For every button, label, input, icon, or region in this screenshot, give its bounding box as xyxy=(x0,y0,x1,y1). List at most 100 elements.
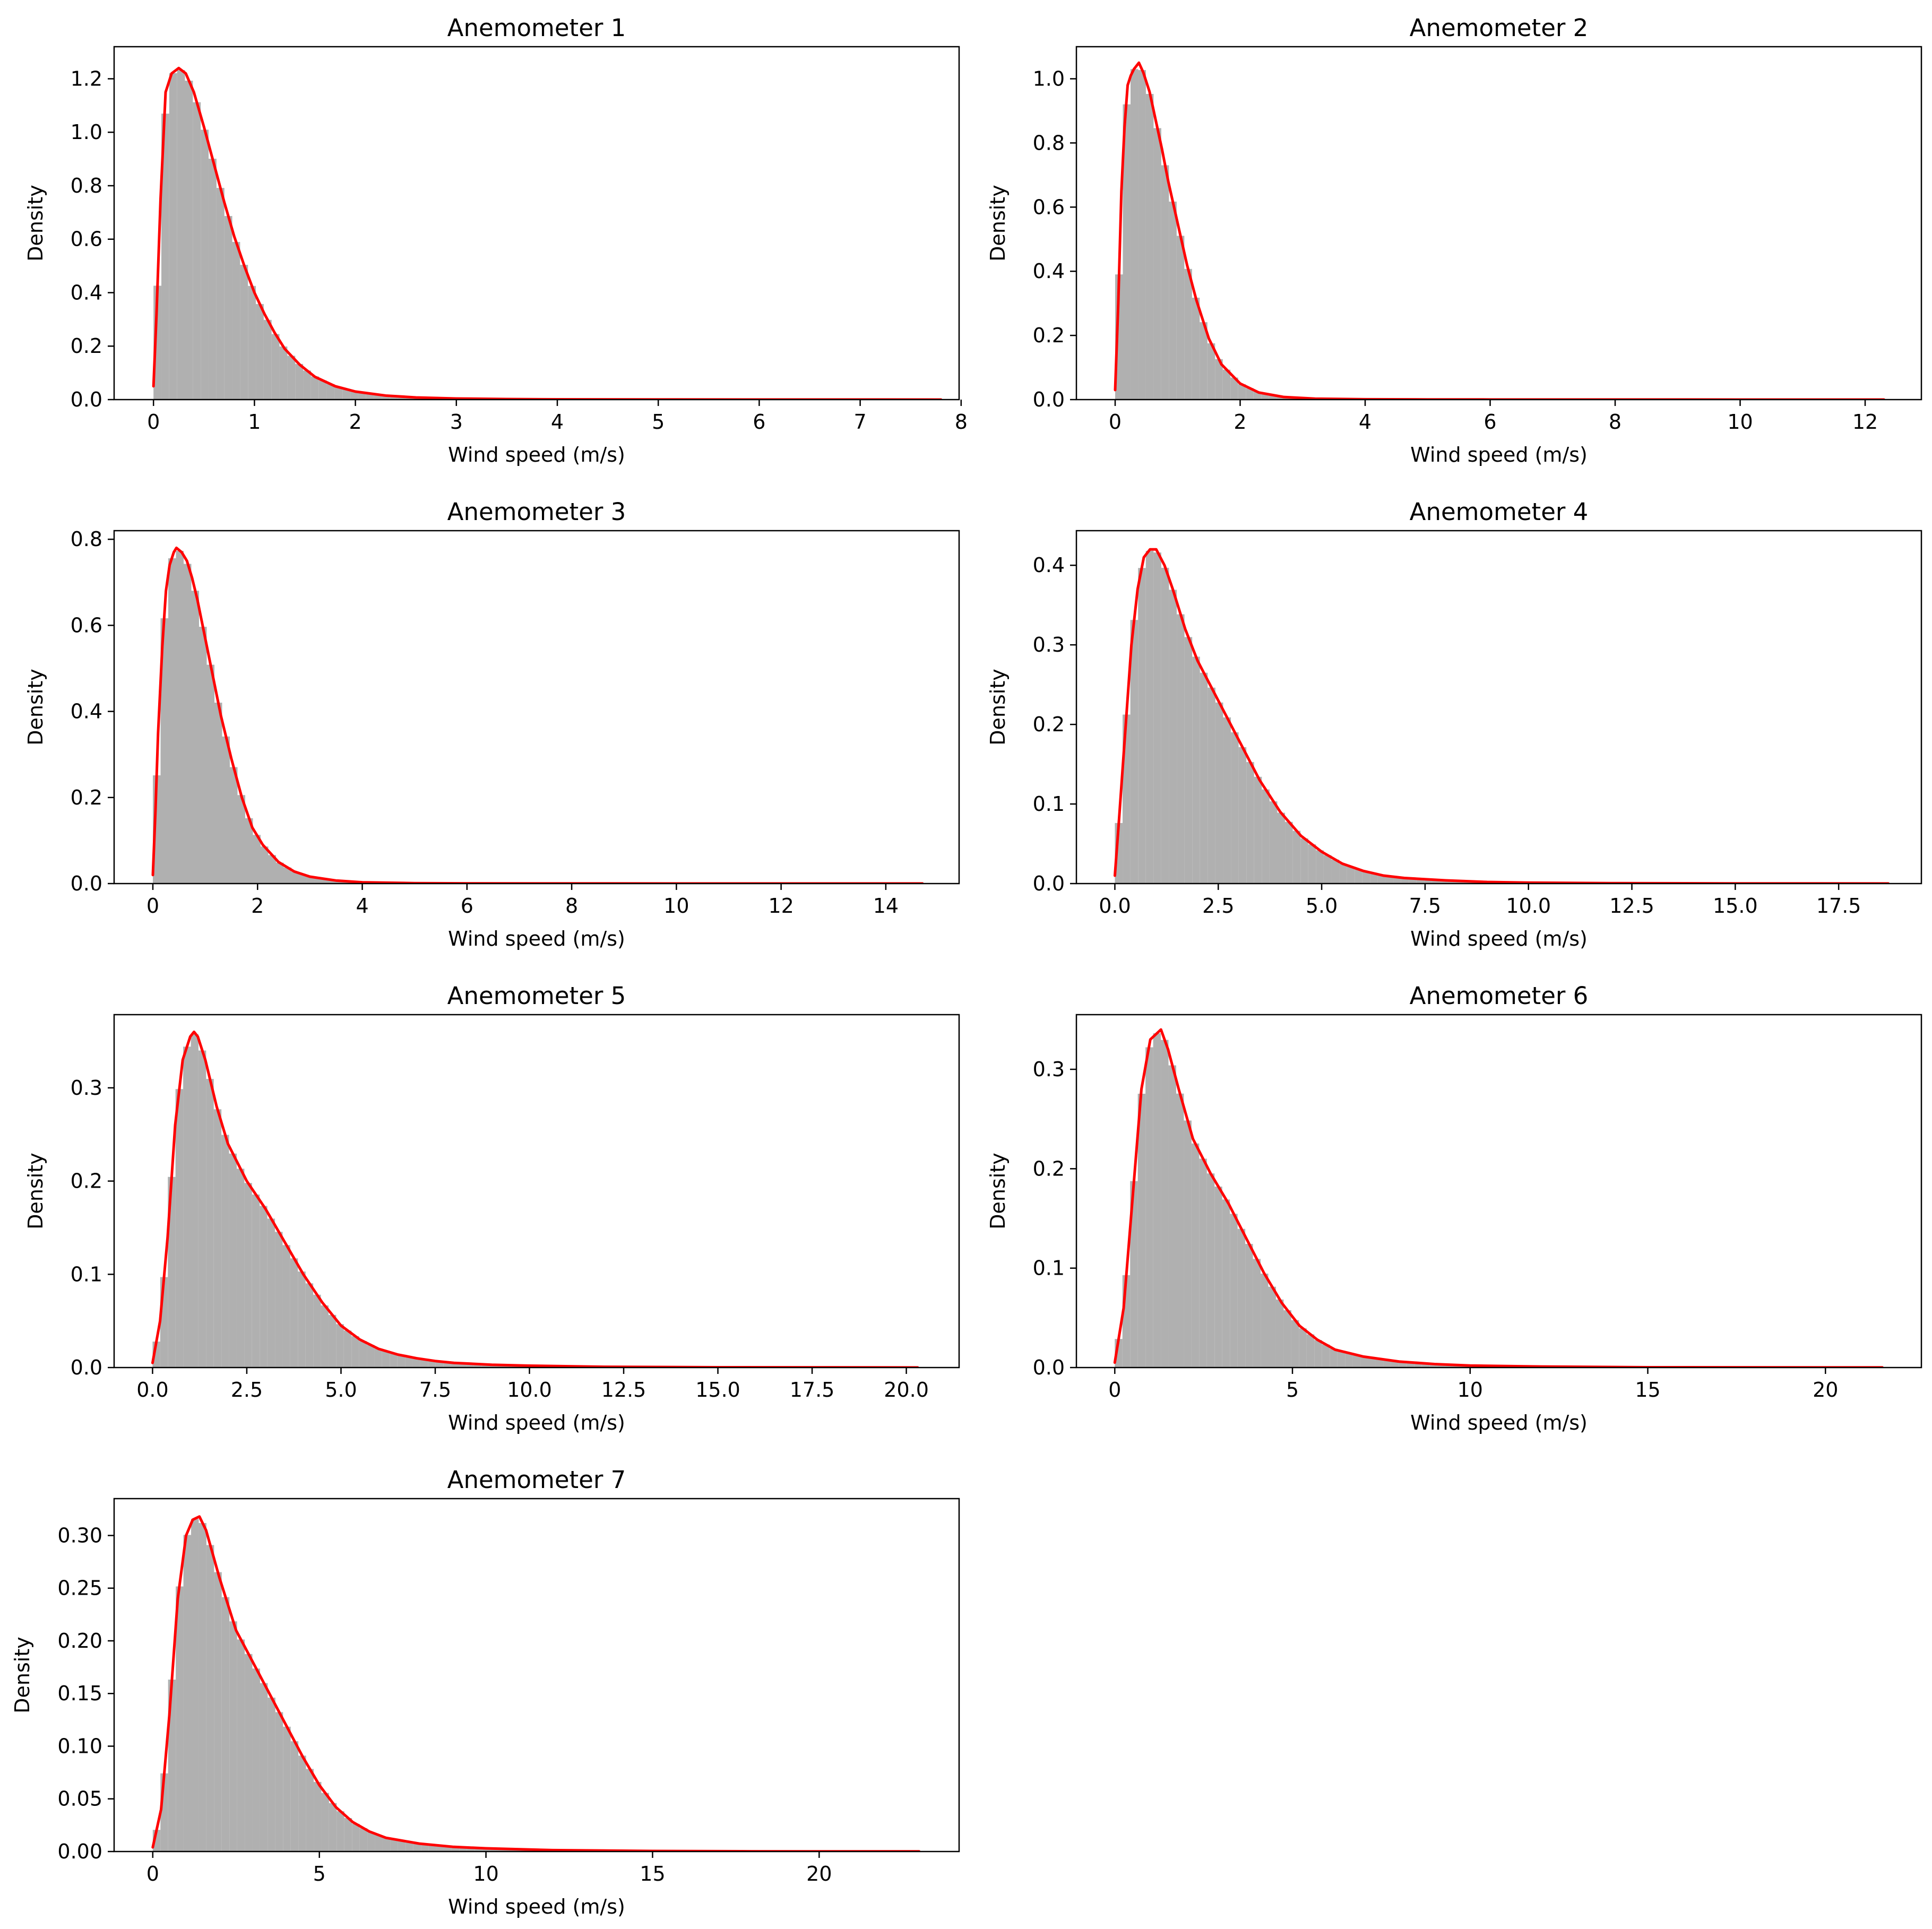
histogram-bar xyxy=(1145,551,1154,884)
y-tick-label: 0.2 xyxy=(1033,713,1065,736)
histogram-bar xyxy=(1393,877,1401,884)
histogram-bar xyxy=(398,1840,406,1852)
histogram-bar xyxy=(237,795,245,884)
subplot-title: Anemometer 3 xyxy=(447,498,626,526)
histogram-bar xyxy=(1268,1286,1276,1368)
kde-line xyxy=(1113,548,1890,884)
x-tick-label: 6 xyxy=(461,894,473,918)
subplot-title: Anemometer 7 xyxy=(447,1466,626,1494)
histogram-bar xyxy=(451,1363,459,1368)
histogram-bar xyxy=(366,393,374,400)
histogram-bar xyxy=(1230,1214,1238,1368)
x-tick-label: 0 xyxy=(146,1862,159,1885)
x-tick-label: 20 xyxy=(1813,1378,1838,1402)
histogram-bar xyxy=(1300,838,1308,884)
histogram-bar xyxy=(428,1360,436,1368)
histogram-bar xyxy=(260,1206,268,1368)
subplot-title: Anemometer 6 xyxy=(1410,982,1589,1010)
x-axis-label: Wind speed (m/s) xyxy=(1410,443,1588,466)
histogram-bar xyxy=(444,1846,452,1852)
histogram-bar xyxy=(451,1847,460,1852)
y-tick-label: 0.4 xyxy=(71,281,102,304)
histogram-bar xyxy=(342,389,351,400)
kde-line xyxy=(1113,1028,1884,1368)
y-tick-label: 0.15 xyxy=(57,1682,102,1705)
x-tick-label: 2.5 xyxy=(231,1378,263,1402)
y-tick-label: 0.6 xyxy=(71,228,102,251)
histogram-bar xyxy=(185,81,193,400)
y-tick-label: 0.2 xyxy=(71,786,102,809)
histogram-bar xyxy=(382,1838,391,1852)
histogram-bar xyxy=(168,558,176,884)
histogram-bar xyxy=(352,1823,360,1852)
y-tick-label: 0.2 xyxy=(71,1170,102,1193)
histogram-bar xyxy=(1276,396,1284,400)
histogram-bar xyxy=(1191,1143,1200,1368)
histogram-bar xyxy=(435,1361,444,1368)
subplot-title: Anemometer 1 xyxy=(447,14,626,42)
y-axis-label: Density xyxy=(24,185,47,261)
histogram-bar xyxy=(229,1153,237,1368)
histogram-bar xyxy=(1184,269,1192,400)
histogram-bar xyxy=(1184,1120,1192,1368)
histogram-bar xyxy=(1308,844,1316,884)
y-tick-label: 0.4 xyxy=(71,700,102,723)
axes-frame xyxy=(1075,530,1922,885)
histogram-bar xyxy=(216,188,225,400)
histogram-bar xyxy=(1375,1359,1384,1368)
histogram-bar xyxy=(358,392,366,400)
histogram-bar xyxy=(1222,1199,1230,1368)
histogram-bar xyxy=(1230,377,1238,400)
histogram-bar xyxy=(1401,878,1409,884)
histogram-bar xyxy=(359,1828,368,1852)
histogram-bar xyxy=(298,1271,306,1368)
histogram-bar xyxy=(1138,70,1146,400)
y-tick-label: 0.1 xyxy=(1033,792,1065,816)
y-tick-label: 0.0 xyxy=(1033,1356,1065,1379)
histogram-bar xyxy=(1206,1173,1215,1368)
histogram-bar xyxy=(398,396,406,400)
histogram-bar xyxy=(256,304,264,400)
histogram-bar xyxy=(1145,94,1154,400)
histogram-bar xyxy=(382,1351,390,1368)
histogram-bar xyxy=(244,1183,252,1368)
histogram-bar xyxy=(1215,359,1223,400)
histogram-bar xyxy=(1223,717,1231,884)
histogram-bar xyxy=(1153,552,1161,884)
histogram-bar xyxy=(1360,1356,1368,1368)
histogram-bar xyxy=(390,1839,398,1852)
histogram-bar xyxy=(1199,1158,1207,1368)
histogram-bar xyxy=(283,1726,291,1852)
y-tick-label: 0.0 xyxy=(1033,872,1065,895)
histogram-bar xyxy=(279,346,288,400)
histogram-bar xyxy=(263,319,272,400)
histogram-bar xyxy=(351,1336,359,1368)
histogram-bar xyxy=(1306,1334,1315,1368)
histogram-bar xyxy=(1431,879,1440,884)
kde-line xyxy=(151,1515,921,1852)
histogram-bar xyxy=(1138,568,1146,884)
histogram-bar xyxy=(405,1356,413,1368)
histogram-bar xyxy=(421,1844,429,1852)
x-tick-label: 5 xyxy=(313,1862,326,1885)
subplot-anemometer-4: 0.0 2.5 5.0 7.5 10.0 12.5 15.0 17.5 0.0 0.1 0.2 0.3… xyxy=(986,498,1922,950)
histogram-bar xyxy=(466,1363,474,1368)
x-tick-label: 5 xyxy=(652,410,665,434)
histogram xyxy=(1115,551,1888,884)
axes-frame xyxy=(113,46,960,401)
histogram-bar xyxy=(176,1586,184,1852)
histogram-bar xyxy=(1208,687,1215,884)
histogram-bar xyxy=(299,874,307,884)
y-tick-label: 0.05 xyxy=(57,1787,102,1811)
histogram-bar xyxy=(1153,1033,1161,1368)
histogram-bar xyxy=(271,334,280,400)
x-tick-label: 8 xyxy=(1609,410,1622,434)
histogram-bar xyxy=(1215,702,1223,884)
x-tick-label: 7.5 xyxy=(419,1378,451,1402)
histogram-bar xyxy=(1414,1363,1422,1368)
x-tick-label: 2.5 xyxy=(1202,894,1234,918)
x-tick-label: 10 xyxy=(663,894,689,918)
histogram-bar xyxy=(268,1697,275,1852)
y-tick-label: 0.6 xyxy=(1033,195,1065,219)
